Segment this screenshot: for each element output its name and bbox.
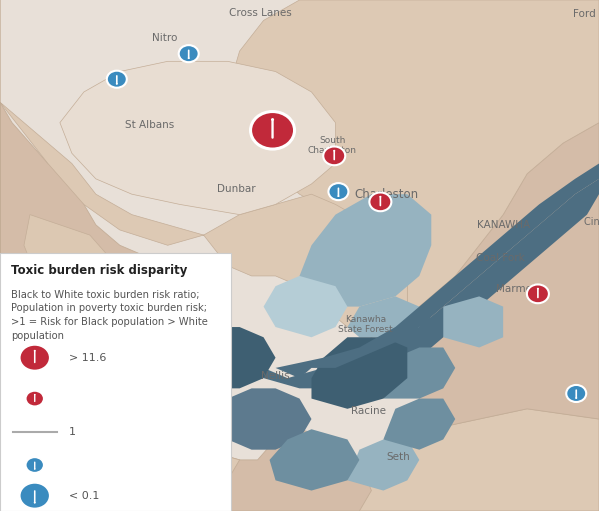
Circle shape: [26, 457, 44, 473]
Polygon shape: [359, 409, 599, 511]
Circle shape: [250, 111, 295, 149]
Text: ⁠ille: ⁠ille: [0, 271, 12, 281]
Polygon shape: [0, 102, 252, 511]
Polygon shape: [60, 61, 335, 215]
Text: Nitro: Nitro: [152, 33, 177, 43]
Text: Alum Creek: Alum Creek: [164, 284, 225, 294]
Polygon shape: [30, 317, 120, 399]
Polygon shape: [347, 439, 419, 491]
Text: Racine: Racine: [351, 406, 386, 416]
Text: Seth: Seth: [386, 452, 410, 462]
Polygon shape: [347, 296, 419, 337]
Circle shape: [107, 71, 127, 88]
Text: Kanawha
State Forest: Kanawha State Forest: [338, 315, 393, 334]
Polygon shape: [264, 179, 599, 388]
Text: Black to White toxic burden risk ratio;
Population in poverty toxic burden risk;: Black to White toxic burden risk ratio; …: [11, 290, 208, 340]
Polygon shape: [383, 347, 455, 399]
Polygon shape: [216, 388, 311, 450]
Polygon shape: [72, 399, 240, 511]
Polygon shape: [276, 164, 599, 378]
Polygon shape: [383, 399, 455, 450]
Polygon shape: [180, 327, 276, 388]
FancyBboxPatch shape: [0, 253, 231, 511]
Text: South
Charleston: South Charleston: [308, 136, 357, 155]
Circle shape: [527, 285, 549, 303]
Circle shape: [323, 147, 345, 165]
Polygon shape: [383, 123, 599, 429]
Polygon shape: [270, 429, 359, 491]
Text: Dunbar: Dunbar: [217, 184, 256, 194]
Text: Coal Fork: Coal Fork: [476, 253, 525, 263]
Polygon shape: [311, 337, 407, 409]
Circle shape: [566, 385, 586, 402]
Text: Marmet: Marmet: [497, 284, 536, 294]
Text: Toxic burden risk disparity: Toxic burden risk disparity: [11, 264, 187, 277]
Text: Charleston: Charleston: [354, 188, 419, 201]
Polygon shape: [0, 0, 407, 337]
Circle shape: [26, 391, 44, 406]
Polygon shape: [228, 429, 371, 511]
Circle shape: [328, 183, 349, 200]
Text: > 11.6: > 11.6: [69, 353, 106, 363]
Text: 1: 1: [69, 427, 76, 437]
Circle shape: [370, 193, 391, 211]
Polygon shape: [264, 276, 347, 337]
Polygon shape: [300, 194, 431, 307]
Circle shape: [20, 483, 50, 508]
Text: Cin⁠: Cin⁠: [584, 217, 599, 227]
Text: Ford: Ford: [573, 9, 595, 19]
Polygon shape: [443, 296, 503, 347]
Text: KANAWHA: KANAWHA: [477, 220, 530, 230]
Text: < 0.1: < 0.1: [69, 491, 99, 501]
Polygon shape: [228, 0, 599, 327]
Text: Nellis: Nellis: [261, 370, 290, 381]
Polygon shape: [24, 215, 120, 307]
Circle shape: [179, 45, 199, 62]
Text: St Albans: St Albans: [125, 120, 174, 130]
Circle shape: [20, 345, 50, 370]
Text: Cross Lanes: Cross Lanes: [229, 8, 292, 18]
